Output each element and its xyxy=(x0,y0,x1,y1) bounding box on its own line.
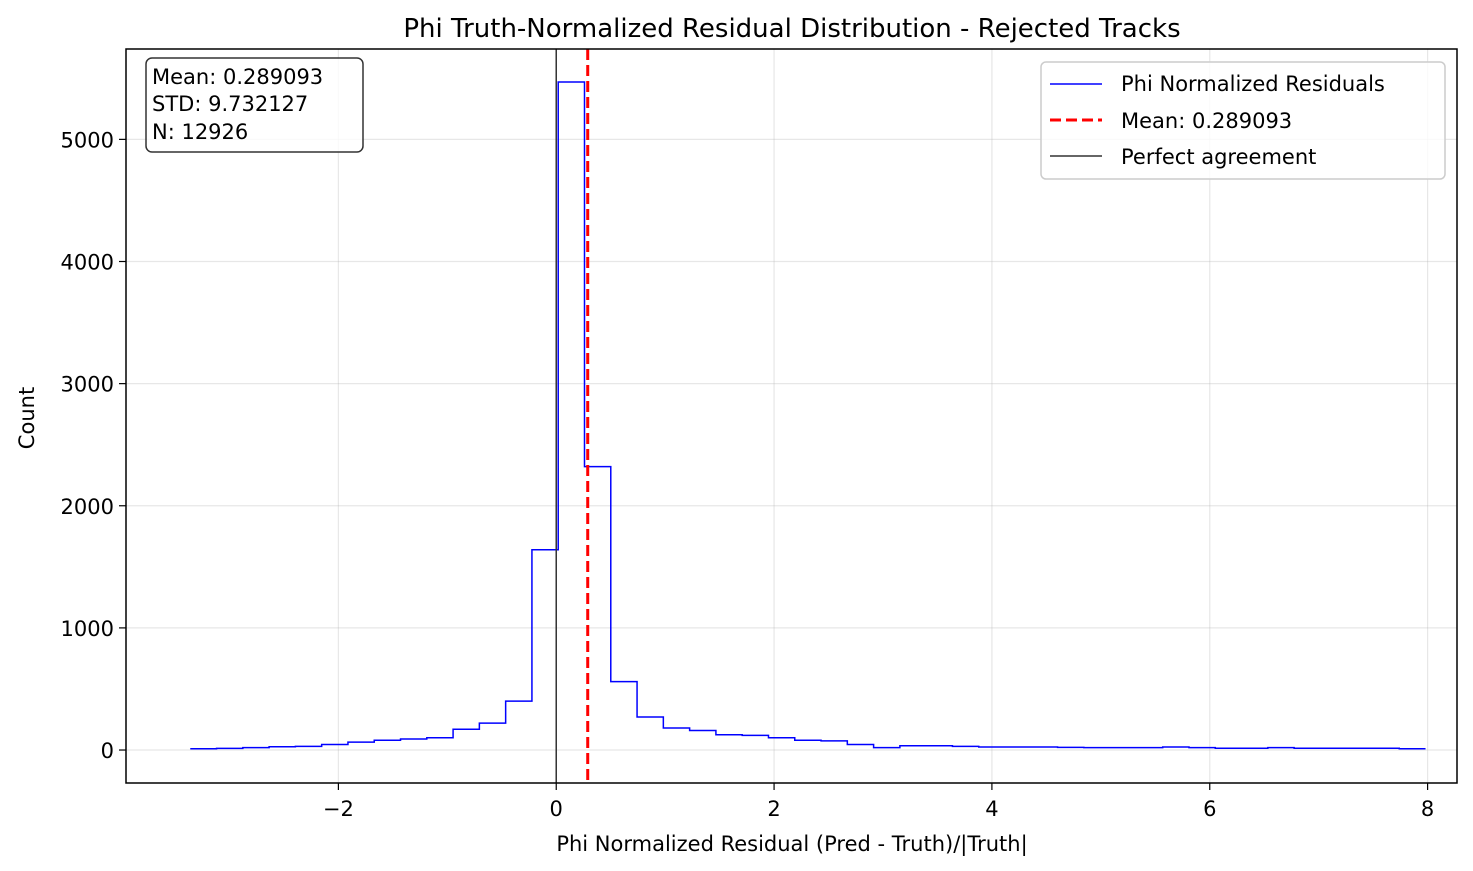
histogram-bin xyxy=(532,550,558,750)
histogram-bin xyxy=(348,742,374,750)
x-tick-label: 0 xyxy=(550,797,563,821)
histogram-bin xyxy=(768,738,794,750)
legend-label-perfect: Perfect agreement xyxy=(1121,145,1316,169)
histogram-bin xyxy=(900,746,926,750)
histogram-bin xyxy=(558,82,584,750)
histogram-bin xyxy=(1347,748,1373,750)
histogram-bin xyxy=(1058,747,1084,750)
histogram-step-line xyxy=(190,81,1426,750)
histogram-bin xyxy=(952,746,978,750)
reference-lines xyxy=(555,49,590,783)
histogram-bin xyxy=(1110,748,1136,750)
x-tick-label: 6 xyxy=(1203,797,1216,821)
histogram-bin xyxy=(322,745,348,750)
histogram-bin xyxy=(1373,748,1399,750)
histogram-bin xyxy=(874,748,900,750)
stats-mean: Mean: 0.289093 xyxy=(152,65,323,89)
stats-n: N: 12926 xyxy=(152,120,248,144)
y-tick-label: 4000 xyxy=(61,251,114,275)
y-axis-label: Count xyxy=(15,387,39,449)
y-tick-label: 2000 xyxy=(61,495,114,519)
histogram-bin xyxy=(690,730,716,750)
histogram-bin xyxy=(1268,748,1294,750)
histogram-bin xyxy=(269,747,295,750)
histogram-bin xyxy=(1163,747,1189,750)
histogram-bin xyxy=(295,746,321,750)
x-tick-label: 8 xyxy=(1421,797,1434,821)
x-axis-label: Phi Normalized Residual (Pred - Truth)/|… xyxy=(556,832,1027,857)
histogram-bin xyxy=(847,745,873,750)
histogram-bin xyxy=(190,749,216,750)
histogram-series xyxy=(190,81,1426,750)
y-tick-label: 1000 xyxy=(61,617,114,641)
x-tick-label: 2 xyxy=(767,797,780,821)
histogram-bin xyxy=(1031,747,1057,750)
histogram-bin xyxy=(1215,748,1241,750)
histogram-bin xyxy=(506,701,532,750)
histogram-bin xyxy=(1399,749,1425,750)
legend: Phi Normalized Residuals Mean: 0.289093 … xyxy=(1040,61,1446,180)
histogram-bin xyxy=(637,717,663,750)
legend-label-mean: Mean: 0.289093 xyxy=(1121,109,1292,133)
plot-frame xyxy=(125,48,1458,784)
histogram-bin xyxy=(1320,748,1346,750)
histogram-bin xyxy=(663,728,689,750)
histogram-bin xyxy=(401,739,427,750)
histogram-bin xyxy=(243,748,269,750)
histogram-bin xyxy=(1294,748,1320,750)
histogram-bin xyxy=(217,748,243,750)
histogram-bin xyxy=(1084,748,1110,750)
y-tick-label: 0 xyxy=(101,739,114,763)
legend-frame xyxy=(1040,61,1446,180)
histogram-bin xyxy=(716,735,742,750)
y-axis-ticks: 0 1000 2000 3000 4000 5000 xyxy=(61,128,126,763)
histogram-bin xyxy=(479,723,505,750)
histogram-bin xyxy=(1242,748,1268,750)
stats-std: STD: 9.732127 xyxy=(152,92,308,116)
y-tick-label: 3000 xyxy=(61,373,114,397)
histogram-bin xyxy=(979,747,1005,750)
y-tick-label: 5000 xyxy=(61,128,114,152)
histogram-bin xyxy=(453,729,479,750)
histogram-bin xyxy=(795,740,821,750)
stats-box: Mean: 0.289093 STD: 9.732127 N: 12926 xyxy=(145,57,364,153)
legend-label-residuals: Phi Normalized Residuals xyxy=(1121,72,1385,96)
x-tick-label: −2 xyxy=(323,797,354,821)
histogram-bin xyxy=(611,682,637,750)
histogram-bin xyxy=(1136,748,1162,750)
x-axis-ticks: −2 0 2 4 6 8 xyxy=(323,783,1434,821)
histogram-bin xyxy=(926,746,952,750)
histogram-bin xyxy=(821,741,847,750)
histogram-bin xyxy=(427,738,453,750)
x-tick-label: 4 xyxy=(985,797,998,821)
histogram-bin xyxy=(742,735,768,750)
histogram-bin xyxy=(374,740,400,750)
chart-title: Phi Truth-Normalized Residual Distributi… xyxy=(403,14,1180,44)
histogram-bin xyxy=(1189,748,1215,750)
histogram-bin xyxy=(1005,747,1031,750)
